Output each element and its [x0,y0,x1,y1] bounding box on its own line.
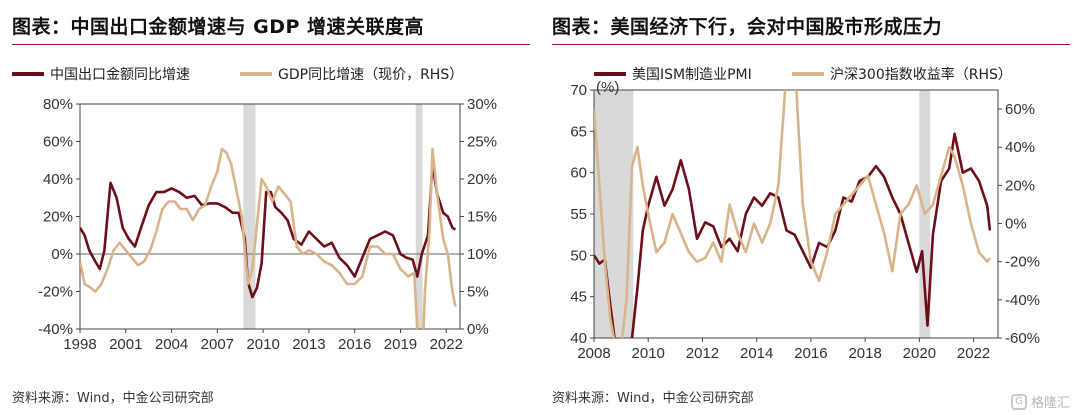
series-line-pmi [594,132,992,338]
y-right-tick-label: 10% [467,246,497,263]
y-right-tick-label: 25% [467,134,497,151]
legend-label-export: 中国出口金额同比增速 [50,67,190,83]
watermark-label: 格隆汇 [1030,396,1070,411]
legend-label-gdp: GDP同比增速（现价，RHS） [278,67,463,83]
left-source-note: 资料来源：Wind，中金公司研究部 [12,391,214,406]
y-left-tick-label: 45 [570,289,587,306]
right-title-divider [552,44,1070,45]
y-right-tick-label: 5% [467,284,489,301]
y-left-tick-label: 60 [570,165,587,182]
y-right-tick-label: -40% [1005,292,1040,309]
x-tick-label: 2012 [686,345,719,362]
y-left-tick-label: 70 [570,82,587,99]
recession-shade-1 [415,104,423,329]
y-right-tick-label: 30% [467,96,497,113]
y-right-tick-label: -20% [1005,254,1040,271]
x-tick-label: 2010 [632,345,665,362]
x-tick-label: 1998 [63,336,96,353]
y-left-tick-label: 50 [570,247,587,264]
y-left-tick-label: 80% [43,96,73,113]
series-line-gdp [80,147,457,329]
y-left-tick-label: 20% [43,209,73,226]
y-left-tick-label: 40% [43,171,73,188]
export-gdp-line-chart: -40% -20% 0% 20% 40% 60% 80% 0% 5% 10% 15% 20% 25% 30… [12,67,497,353]
pmi-csi300-line-chart: 40 45 50 55 60 65 70 (%) -60% -40% -20% 0% 20% 40% 60%… [570,66,1040,362]
right-chart-panel: 图表：美国经济下行，会对中国股市形成压力 40 45 50 55 60 65 70 (%) -6… [540,0,1080,406]
series-line-csi300 [594,90,991,338]
x-tick-label: 2010 [246,336,279,353]
y-left-tick-label: -40% [38,321,73,338]
y-left-tick-label: -20% [38,284,73,301]
x-tick-label: 2014 [740,345,773,362]
x-tick-label: 2001 [109,336,142,353]
x-tick-label: 2016 [794,345,827,362]
left-title-divider [12,44,530,45]
x-tick-label: 2022 [957,345,990,362]
y-right-tick-label: 15% [467,209,497,226]
x-tick-label: 2007 [201,336,234,353]
x-tick-label: 2004 [155,336,188,353]
y-right-tick-label: 0% [1005,216,1027,233]
y-right-tick-label: 40% [1005,139,1035,156]
left-chart-panel: 图表：中国出口金额增速与 GDP 增速关联度高 -40% -20% 0% 20% 40%… [0,0,540,406]
y-left-tick-label: 0% [51,246,73,263]
left-chart-title: 图表：中国出口金额增速与 GDP 增速关联度高 [12,16,425,38]
right-chart-title: 图表：美国经济下行，会对中国股市形成压力 [552,16,943,38]
y-left-tick-label: 55 [570,206,587,223]
x-tick-label: 2019 [384,336,417,353]
x-tick-label: 2022 [430,336,463,353]
y-right-tick-label: 20% [467,171,497,188]
y-right-tick-label: 20% [1005,177,1035,194]
x-tick-label: 2018 [848,345,881,362]
x-tick-label: 2020 [903,345,936,362]
y-left-tick-label: 60% [43,134,73,151]
plot-frame [79,103,461,330]
series-line-export [80,162,457,299]
right-source-note: 资料来源：Wind，中金公司研究部 [552,391,754,406]
legend-label-pmi: 美国ISM制造业PMI [632,67,752,83]
x-tick-label: 2013 [292,336,325,353]
x-tick-label: 2008 [577,345,610,362]
g-logo-icon: G [1010,393,1027,410]
y-left-unit-label: (%) [596,79,619,96]
x-tick-label: 2016 [338,336,371,353]
y-left-tick-label: 65 [570,123,587,140]
y-right-tick-label: 60% [1005,101,1035,118]
y-right-tick-label: -60% [1005,330,1040,347]
legend-label-csi300: 沪深300指数收益率（RHS） [830,66,1012,83]
watermark: G 格隆汇 [1010,392,1070,411]
y-left-tick-label: 40 [570,330,587,347]
y-right-tick-label: 0% [467,321,489,338]
plot-frame [593,89,999,339]
